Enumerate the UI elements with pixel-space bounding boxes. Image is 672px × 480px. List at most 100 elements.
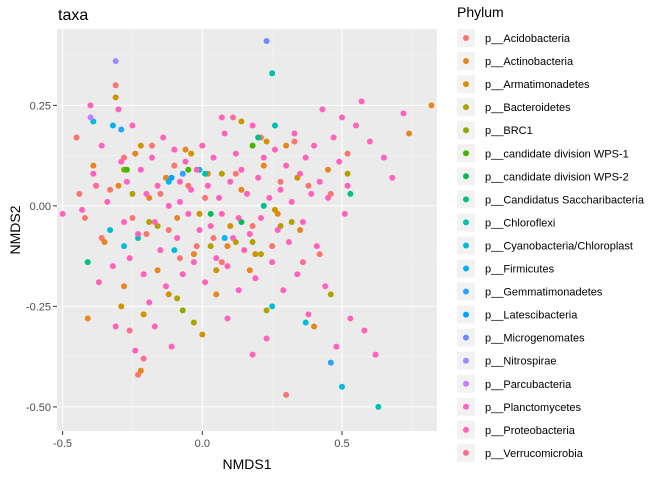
data-point [366,138,373,145]
data-point [269,303,276,310]
data-point [109,263,116,270]
data-point [218,210,225,217]
data-point [196,210,203,217]
data-point [151,323,158,330]
data-point [115,106,122,113]
data-point [90,170,97,177]
data-point [137,166,144,173]
data-point [216,194,223,201]
legend-label: p__Chloroflexi [485,217,555,229]
data-point [143,190,150,197]
data-point [174,235,181,242]
data-point [126,327,133,334]
data-point [165,291,172,298]
data-point [137,142,144,149]
data-point [361,327,368,334]
data-point [146,299,153,306]
data-point [190,319,197,326]
data-point [327,359,334,366]
data-point [140,271,147,278]
legend-label: p__Latescibacteria [485,310,578,322]
legend-label: p__Parcubacteria [485,379,572,391]
data-point [344,150,351,157]
data-point [84,259,91,266]
data-point [123,178,130,185]
data-point [271,146,278,153]
data-point [121,243,128,250]
legend-label: p__Microgenomates [485,333,585,345]
legend-marker [463,311,469,318]
legend-label: p__candidate division WPS-2 [485,171,629,183]
data-point [260,154,267,161]
legend: p__Acidobacteria p__Actinobacteria p__Arma… [457,29,645,462]
legend-marker [463,265,469,272]
data-point [339,114,345,121]
data-point [299,259,306,266]
legend-label: p__BRC1 [485,125,533,137]
data-point [162,283,169,290]
data-point [266,194,273,201]
data-point [257,214,264,221]
data-point [224,263,231,270]
data-point [327,291,334,298]
legend-label: p__Actinobacteria [485,56,574,68]
data-point [190,259,197,266]
data-point [146,218,153,225]
data-point [263,335,270,342]
data-point [297,170,304,177]
data-point [277,186,284,193]
data-point [380,154,387,161]
data-point [213,291,220,298]
data-point [325,194,332,201]
legend-label: p__Nitrospirae [485,356,557,368]
data-point [193,166,200,173]
data-point [244,190,250,197]
data-point [224,315,231,322]
data-point [157,247,164,254]
data-point [347,315,354,322]
y-tick-label: -0.25 [26,301,51,313]
data-point [302,154,309,161]
data-point [400,110,407,117]
data-point [202,170,209,177]
data-point [319,106,326,113]
data-point [255,134,262,141]
data-point [316,251,323,258]
data-point [81,214,88,221]
legend-label: p__Acidobacteria [485,33,571,45]
data-point [149,142,155,149]
data-point [188,186,195,193]
data-point [190,251,197,258]
data-point [372,351,379,358]
data-point [129,190,136,197]
data-point [210,154,217,161]
data-point [221,235,228,242]
data-point [283,142,290,149]
data-point [154,182,161,189]
data-point [87,114,94,121]
data-point [280,287,287,294]
data-point [294,271,301,278]
data-point [260,202,267,209]
data-point [79,206,86,213]
data-point [311,142,318,149]
data-point [182,158,189,165]
legend-label: p__Bacteroidetes [485,102,571,114]
data-point [59,210,66,217]
legend-marker [463,81,469,88]
data-point [107,186,114,193]
x-tick-label: -0.5 [53,438,72,450]
data-point [171,146,178,153]
data-point [336,158,343,165]
data-point [104,198,111,205]
data-point [143,231,150,238]
data-point [112,58,119,65]
data-point [109,122,116,129]
data-point [126,255,133,262]
data-point [176,198,183,205]
data-point [196,227,203,233]
legend-marker [463,58,469,65]
data-point [199,331,206,338]
legend-marker [463,288,469,295]
data-point [154,267,161,274]
